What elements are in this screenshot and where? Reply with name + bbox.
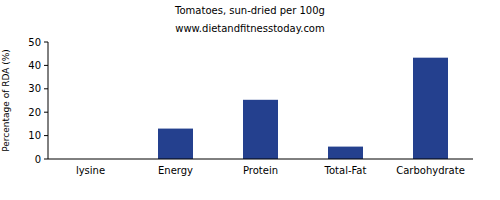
y-tick-label: 0 xyxy=(35,154,41,165)
y-tick-label: 50 xyxy=(28,37,41,48)
subtitle: www.dietandfitnesstoday.com xyxy=(175,23,324,34)
y-tick xyxy=(44,88,48,89)
x-tick-label: lysine xyxy=(76,165,105,176)
y-axis xyxy=(48,42,49,159)
y-tick xyxy=(44,112,48,113)
x-tick-label: Protein xyxy=(243,165,278,176)
x-tick-label: Energy xyxy=(158,165,193,176)
y-tick-label: 30 xyxy=(28,83,41,94)
bars xyxy=(158,58,448,159)
y-tick xyxy=(44,159,48,160)
bar xyxy=(243,100,278,159)
y-tick-label: 40 xyxy=(28,60,41,71)
x-tick-label: Carbohydrate xyxy=(396,165,465,176)
title: Tomatoes, sun-dried per 100g xyxy=(174,5,325,16)
bar xyxy=(158,129,193,159)
y-tick xyxy=(44,135,48,136)
x-axis xyxy=(48,159,473,160)
chart-svg: Tomatoes, sun-dried per 100g www.dietandf… xyxy=(0,0,500,200)
bar xyxy=(413,58,448,159)
chart-container: Tomatoes, sun-dried per 100g www.dietandf… xyxy=(0,0,500,200)
y-tick xyxy=(44,42,48,43)
y-tick xyxy=(44,65,48,66)
y-tick-label: 20 xyxy=(28,107,41,118)
bar xyxy=(328,147,363,159)
x-tick-label: Total-Fat xyxy=(324,165,367,176)
y-axis-label: Percentage of RDA (%) xyxy=(1,49,11,152)
y-tick-label: 10 xyxy=(28,130,41,141)
